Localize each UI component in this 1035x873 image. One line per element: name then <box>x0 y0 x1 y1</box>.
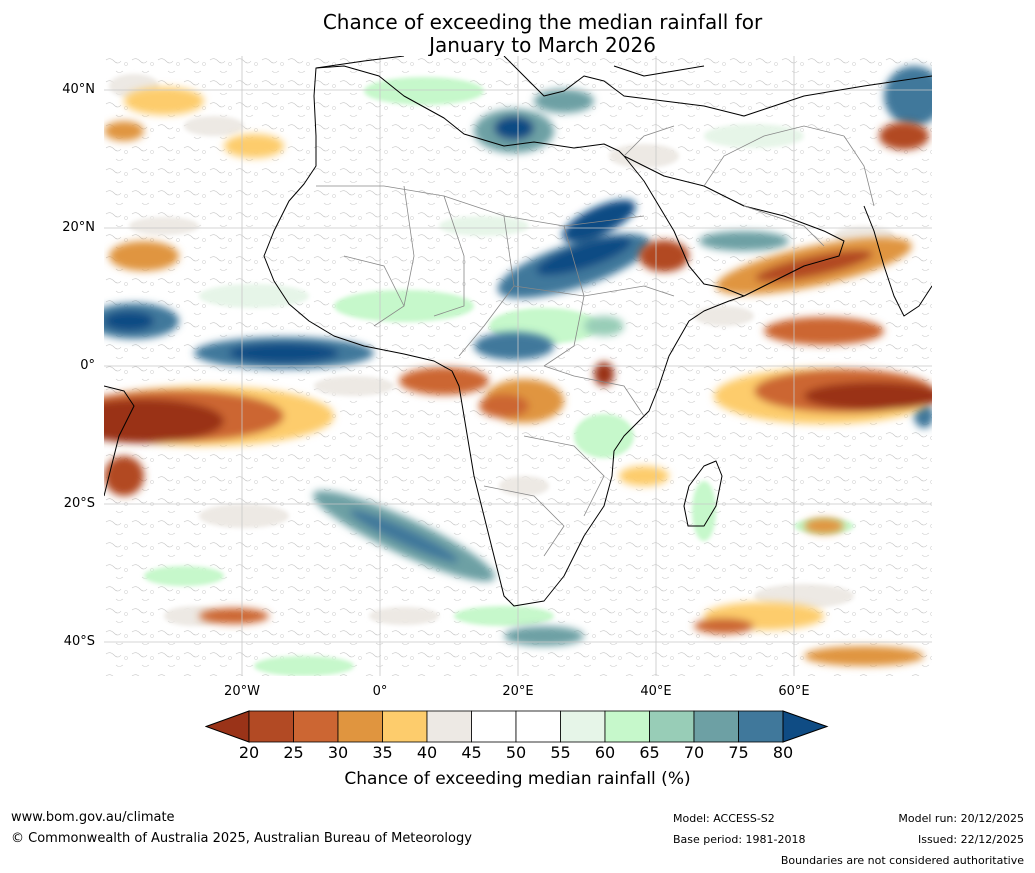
country-borders <box>316 125 875 557</box>
colorbar-tick-label: 75 <box>728 743 749 762</box>
colorbar-tick-label: 40 <box>416 743 438 762</box>
colorbar-tick-label: 70 <box>683 743 705 762</box>
lon-label-20w: 20°W <box>224 684 260 699</box>
lat-label-20n: 20°N <box>62 220 95 235</box>
colorbar-tick-label: 60 <box>594 743 616 762</box>
lon-label-40e: 40°E <box>640 684 672 699</box>
colorbar-bin <box>471 710 517 743</box>
lat-label-0: 0° <box>80 358 95 373</box>
lon-label-20e: 20°E <box>502 684 534 699</box>
lat-label-20s: 20°S <box>63 496 95 511</box>
colorbar-tick-label: 45 <box>461 743 482 762</box>
colorbar-bin <box>649 710 695 743</box>
colorbar-tick-label: 25 <box>283 743 304 762</box>
colorbar-bin <box>248 710 294 743</box>
footer-url-link[interactable]: www.bom.gov.au/climate <box>11 810 175 825</box>
colorbar-bin <box>604 710 650 743</box>
lon-label-0: 0° <box>372 684 388 699</box>
colorbar-bin <box>293 710 339 743</box>
colorbar-tick-label: 30 <box>327 743 349 762</box>
footer-boundaries-note: Boundaries are not considered authoritat… <box>780 854 1024 867</box>
colorbar-bin <box>515 710 561 743</box>
colorbar-tick-label: 35 <box>372 743 393 762</box>
colorbar-tick-label: 65 <box>639 743 660 762</box>
colorbar-legend <box>205 710 829 743</box>
footer-model: Model: ACCESS-S2 <box>673 812 775 825</box>
graticule <box>104 56 932 676</box>
colorbar-bin <box>693 710 739 743</box>
colorbar-label: Chance of exceeding median rainfall (%) <box>344 769 691 789</box>
lat-label-40s: 40°S <box>63 634 95 649</box>
colorbar-arrow-low <box>205 710 250 743</box>
colorbar-arrow-high <box>782 710 829 743</box>
dry-regions <box>104 87 932 666</box>
lat-label-40n: 40°N <box>62 82 95 97</box>
colorbar-bin <box>337 710 383 743</box>
colorbar-tick-label: 50 <box>505 743 527 762</box>
colorbar-bin <box>738 710 784 743</box>
colorbar-tick-label: 20 <box>238 743 260 762</box>
footer-model-run: Model run: 20/12/2025 <box>898 812 1024 825</box>
colorbar-bin <box>426 710 472 743</box>
colorbar-bin <box>560 710 606 743</box>
footer-copyright: © Commonwealth of Australia 2025, Austra… <box>11 831 472 846</box>
footer-base-period: Base period: 1981-2018 <box>673 833 806 846</box>
footer-issued: Issued: 22/12/2025 <box>917 833 1024 846</box>
colorbar-tick-label: 55 <box>550 743 571 762</box>
map-title-line-2: January to March 2026 <box>429 33 656 57</box>
coastline <box>104 56 932 607</box>
colorbar-tick-label: 80 <box>772 743 794 762</box>
colorbar-bin <box>382 710 428 743</box>
map-title-line-1: Chance of exceeding the median rainfall … <box>322 10 763 34</box>
lon-label-60e: 60°E <box>778 684 810 699</box>
neutral-patches <box>109 74 894 626</box>
rainfall-probability-map <box>104 56 932 676</box>
